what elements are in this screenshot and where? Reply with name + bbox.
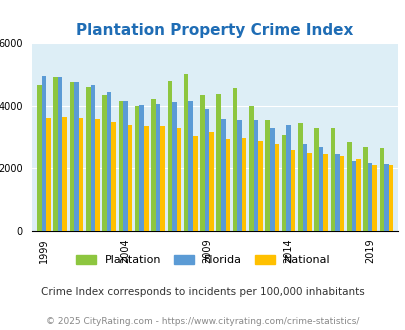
Bar — [216, 94, 220, 231]
Bar — [383, 164, 388, 231]
Bar — [70, 82, 74, 231]
Bar — [388, 165, 392, 231]
Bar — [134, 106, 139, 231]
Bar — [188, 101, 192, 231]
Bar — [160, 126, 164, 231]
Bar — [42, 76, 46, 231]
Bar — [346, 142, 351, 231]
Bar — [225, 139, 230, 231]
Text: © 2025 CityRating.com - https://www.cityrating.com/crime-statistics/: © 2025 CityRating.com - https://www.city… — [46, 317, 359, 326]
Bar — [90, 85, 95, 231]
Bar — [274, 144, 279, 231]
Bar — [167, 81, 172, 231]
Bar — [265, 120, 269, 231]
Bar — [367, 163, 371, 231]
Bar — [53, 78, 58, 231]
Bar — [79, 117, 83, 231]
Bar — [62, 117, 67, 231]
Legend: Plantation, Florida, National: Plantation, Florida, National — [72, 251, 333, 269]
Bar — [339, 156, 343, 231]
Bar — [351, 161, 355, 231]
Bar — [156, 104, 160, 231]
Bar — [118, 101, 123, 231]
Bar — [139, 105, 144, 231]
Bar — [183, 74, 188, 231]
Bar — [249, 106, 253, 231]
Bar — [74, 82, 79, 231]
Bar — [151, 99, 156, 231]
Bar — [290, 150, 295, 231]
Bar — [297, 123, 302, 231]
Bar — [258, 141, 262, 231]
Bar — [330, 128, 335, 231]
Bar — [111, 122, 116, 231]
Bar — [192, 136, 197, 231]
Bar — [95, 119, 100, 231]
Bar — [176, 128, 181, 231]
Bar — [172, 102, 176, 231]
Bar — [232, 88, 237, 231]
Bar — [253, 120, 258, 231]
Text: Crime Index corresponds to incidents per 100,000 inhabitants: Crime Index corresponds to incidents per… — [41, 287, 364, 297]
Bar — [209, 132, 213, 231]
Bar — [123, 101, 128, 231]
Bar — [307, 153, 311, 231]
Bar — [379, 148, 383, 231]
Title: Plantation Property Crime Index: Plantation Property Crime Index — [76, 22, 353, 38]
Bar — [237, 120, 241, 231]
Bar — [302, 144, 307, 231]
Bar — [318, 147, 323, 231]
Bar — [86, 87, 90, 231]
Bar — [220, 119, 225, 231]
Bar — [323, 154, 327, 231]
Bar — [37, 85, 42, 231]
Bar — [362, 147, 367, 231]
Bar — [46, 117, 51, 231]
Bar — [144, 126, 148, 231]
Bar — [371, 165, 376, 231]
Bar — [281, 135, 286, 231]
Bar — [200, 95, 204, 231]
Bar — [335, 153, 339, 231]
Bar — [241, 138, 246, 231]
Bar — [355, 159, 360, 231]
Bar — [107, 92, 111, 231]
Bar — [269, 128, 274, 231]
Bar — [128, 125, 132, 231]
Bar — [58, 78, 62, 231]
Bar — [313, 128, 318, 231]
Bar — [286, 125, 290, 231]
Bar — [102, 95, 107, 231]
Bar — [204, 109, 209, 231]
